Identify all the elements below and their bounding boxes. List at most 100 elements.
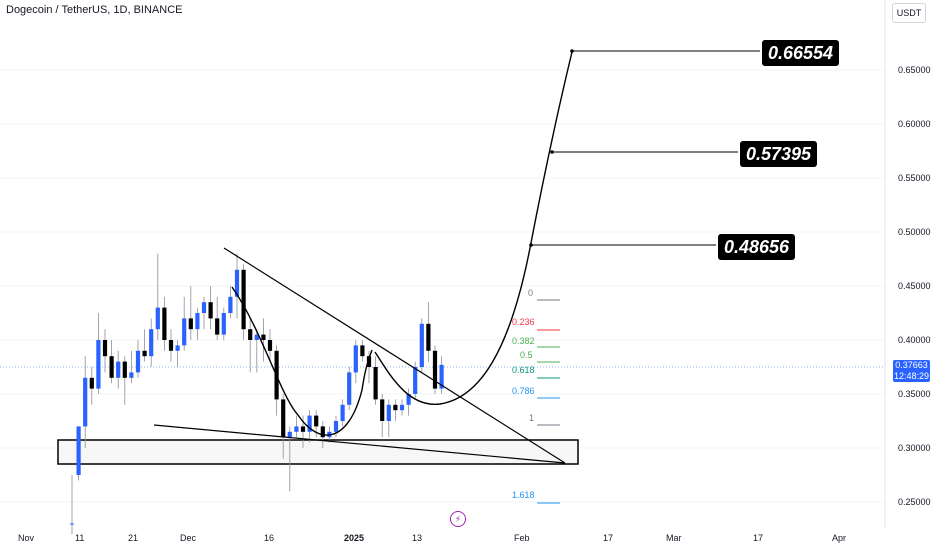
candle <box>393 399 398 421</box>
candle <box>142 329 147 362</box>
support-zone-box[interactable] <box>57 439 579 465</box>
candle <box>228 286 233 319</box>
candle-body <box>294 426 299 432</box>
lightning-icon[interactable]: ⚡ <box>450 511 466 527</box>
candle <box>267 329 273 362</box>
candle-body <box>175 345 180 351</box>
lower-trendline[interactable] <box>153 424 566 464</box>
candle <box>155 253 160 340</box>
fib-label: 0 <box>528 288 534 298</box>
y-tick-label: 0.55000 <box>898 173 931 183</box>
candle-body <box>360 345 365 357</box>
candle <box>234 253 240 319</box>
candle-body <box>221 313 226 335</box>
candle <box>69 475 75 535</box>
candle-body <box>413 367 418 394</box>
candle-body <box>432 350 438 389</box>
candle-body <box>142 350 147 357</box>
candle-body <box>89 377 94 389</box>
candle-body <box>135 350 141 373</box>
upper-trendline[interactable] <box>223 247 566 464</box>
candle <box>399 399 405 416</box>
x-tick-label: Feb <box>514 533 530 543</box>
candle <box>353 340 358 384</box>
candle <box>432 345 438 394</box>
candle <box>168 329 174 362</box>
target-point-1 <box>570 49 574 53</box>
candle <box>122 356 127 405</box>
candle-body <box>267 340 273 351</box>
candle <box>175 340 180 367</box>
candle-body <box>182 318 187 346</box>
target-label-3: 0.48656 <box>718 234 796 260</box>
candle <box>406 388 411 416</box>
fib-label: 0.786 <box>512 386 535 396</box>
candle-body <box>406 394 411 405</box>
candle-body <box>168 340 174 351</box>
candle-body <box>386 404 391 421</box>
candle-body <box>340 404 345 421</box>
candle-body <box>129 372 134 378</box>
x-tick-label: 21 <box>128 533 139 543</box>
candle <box>373 356 378 405</box>
candle <box>89 367 94 405</box>
candle <box>129 350 134 384</box>
candle-body <box>188 318 193 330</box>
candle <box>439 356 444 394</box>
candle-body <box>248 329 253 340</box>
x-tick-label: 13 <box>412 533 423 543</box>
candle-body <box>307 415 312 432</box>
candle <box>380 394 385 438</box>
candle <box>102 329 108 373</box>
candle-body <box>155 307 160 330</box>
candle-body <box>208 302 213 319</box>
y-tick-label: 0.30000 <box>898 443 931 453</box>
current-price-tag: 0.37663 12:48:29 <box>893 360 930 382</box>
candle <box>116 350 121 389</box>
y-tick-label: 0.40000 <box>898 335 931 345</box>
fib-label: 1 <box>529 413 535 423</box>
fib-label: 0.382 <box>512 336 535 346</box>
y-tick-label: 0.35000 <box>898 389 931 399</box>
candle-body <box>195 313 200 330</box>
rounding-bottom-curve-left[interactable] <box>231 286 373 436</box>
fib-label: 0.618 <box>512 365 535 375</box>
candle-body <box>426 323 431 351</box>
candle-body <box>366 356 372 367</box>
candle-body <box>76 426 81 475</box>
candle-body <box>393 404 398 411</box>
y-tick-label: 0.25000 <box>898 497 931 507</box>
candle <box>162 296 167 351</box>
x-tick-label: 2025 <box>344 533 365 543</box>
candle-body <box>241 269 246 330</box>
fib-retracement[interactable] <box>537 299 560 504</box>
current-price-value: 0.37663 <box>895 360 928 370</box>
candle-body <box>109 356 114 378</box>
candle <box>340 399 345 427</box>
bar-countdown: 12:48:29 <box>893 371 930 381</box>
target-label-2: 0.57395 <box>740 141 818 167</box>
x-tick-label: Mar <box>666 533 682 543</box>
candle-body <box>162 307 167 340</box>
target-label-1: 0.66554 <box>762 40 840 66</box>
candle-body <box>234 269 240 297</box>
candle-body <box>347 372 352 405</box>
candle <box>76 426 81 481</box>
target-point-3 <box>529 243 533 247</box>
candle-body <box>228 296 233 313</box>
candle <box>221 307 226 340</box>
candle-body <box>201 302 207 313</box>
candle-body <box>287 431 292 438</box>
candle <box>241 264 246 340</box>
candle <box>149 318 154 367</box>
candle <box>109 340 114 384</box>
candle-body <box>96 340 101 389</box>
candle-body <box>333 421 339 432</box>
price-grid <box>0 69 885 503</box>
candle-body <box>399 404 405 411</box>
x-tick-label: 16 <box>264 533 275 543</box>
currency-button[interactable]: USDT <box>892 3 926 23</box>
rounding-bottom-curve-right[interactable] <box>374 51 573 405</box>
candle <box>419 318 424 373</box>
